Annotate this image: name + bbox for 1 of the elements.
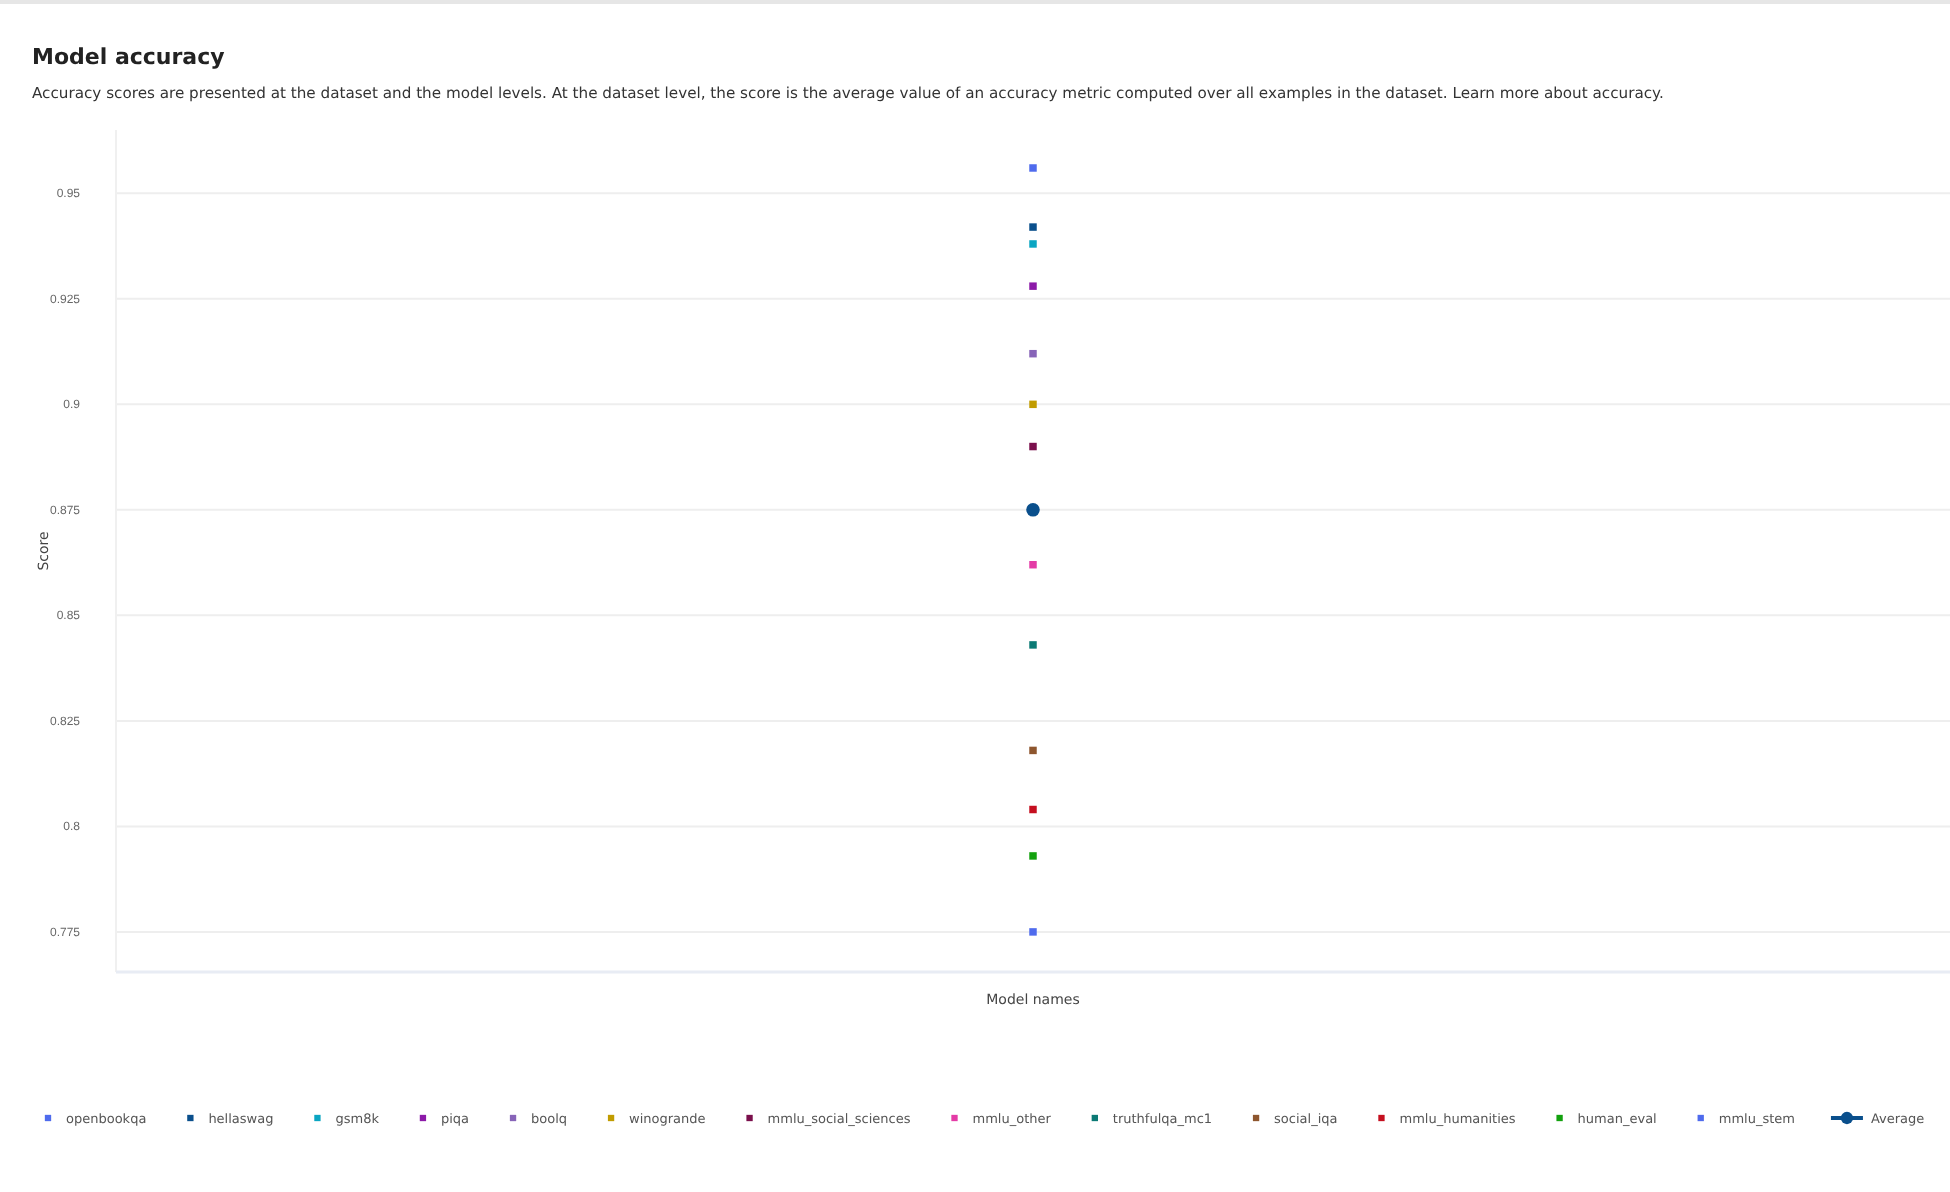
chart-title: Model accuracy (32, 44, 225, 70)
